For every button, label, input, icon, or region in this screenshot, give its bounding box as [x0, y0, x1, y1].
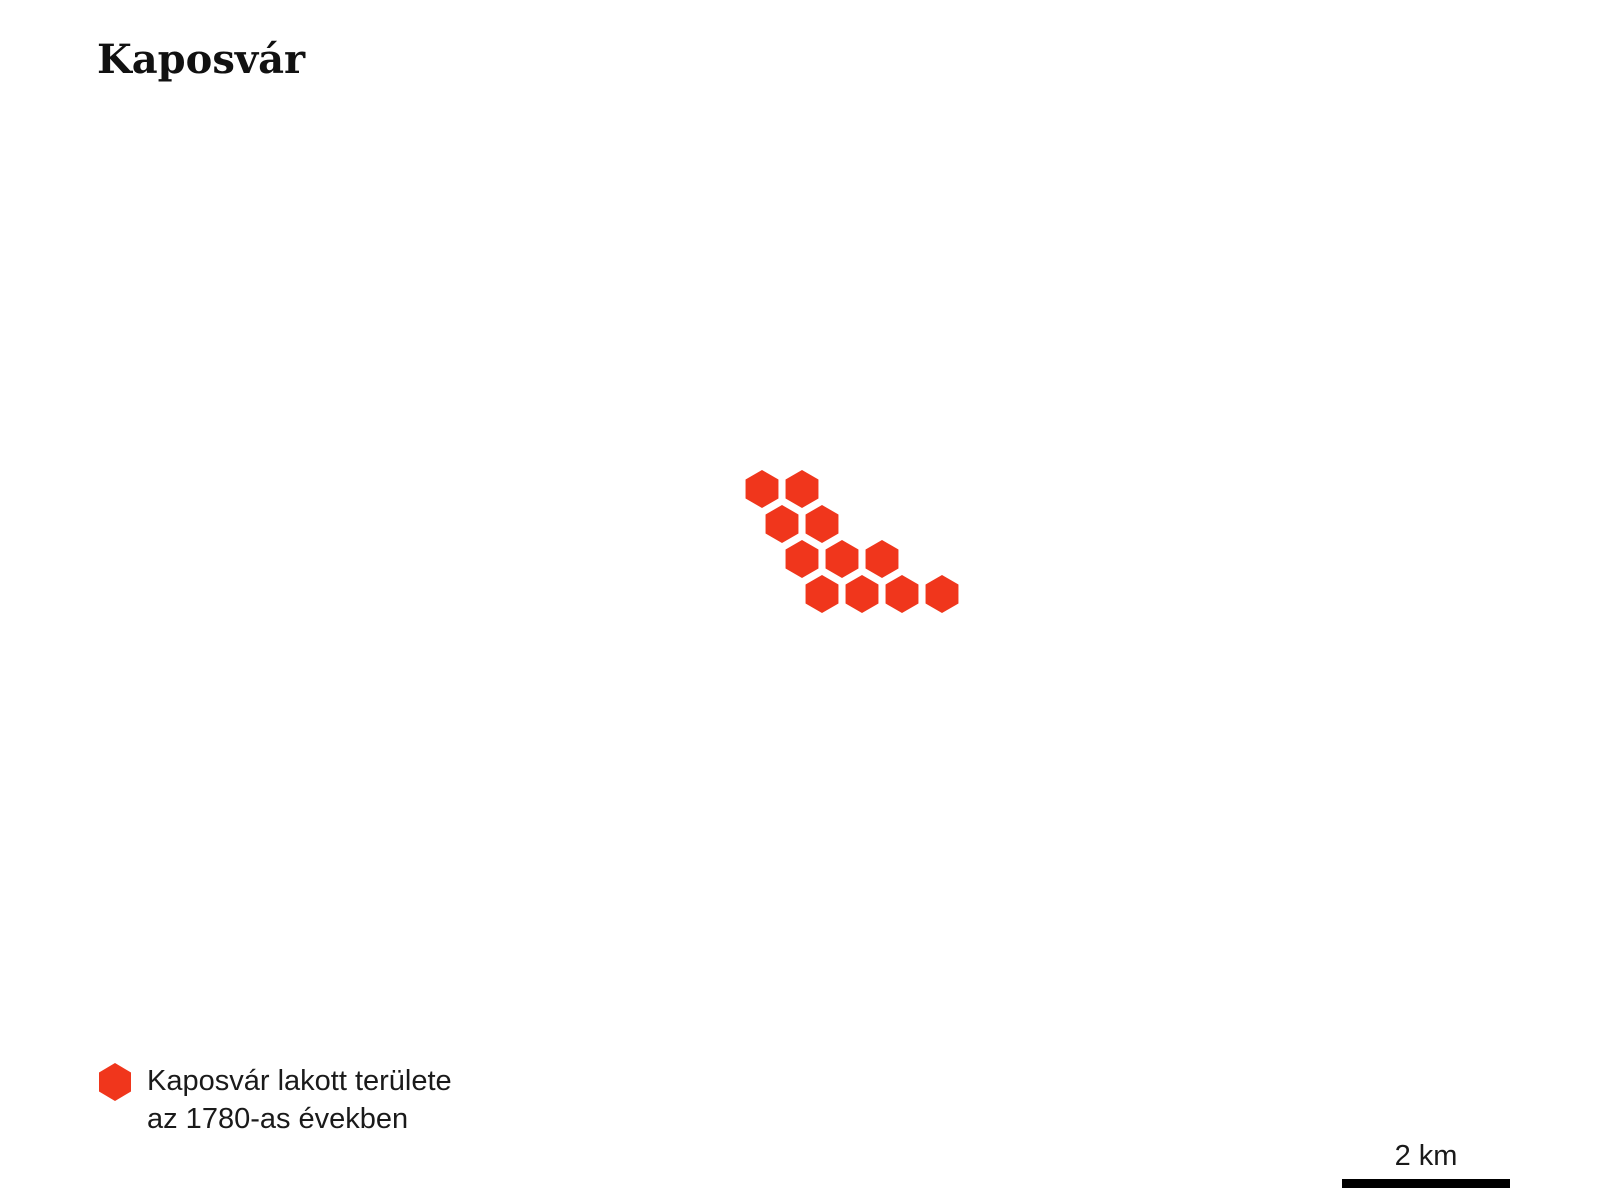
legend-label: Kaposvár lakott területe az 1780-as évek…: [147, 1062, 452, 1138]
settlement-hex-cell: [825, 540, 859, 578]
settlement-hex-cell: [745, 470, 779, 508]
settlement-hex-cell: [785, 540, 819, 578]
legend-label-line-1: Kaposvár lakott területe: [147, 1065, 452, 1097]
settlement-hex-cell: [845, 575, 879, 613]
settlement-hex-cell: [885, 575, 919, 613]
scale-bar: 2 km: [1342, 1138, 1510, 1188]
settlement-hex-cell: [785, 470, 819, 508]
legend-label-line-2: az 1780-as években: [147, 1103, 409, 1135]
settlement-hex-cell: [805, 575, 839, 613]
hexagon-icon: [99, 1063, 131, 1101]
settlement-hex-cell: [805, 505, 839, 543]
scale-bar-label: 2 km: [1394, 1140, 1458, 1172]
map-title: Kaposvár: [97, 36, 306, 83]
settlement-hex-cell: [925, 575, 959, 613]
settlement-hex-cell: [865, 540, 899, 578]
scale-bar-line: [1342, 1179, 1510, 1188]
settlement-hex-layer: [745, 470, 959, 613]
legend: Kaposvár lakott területe az 1780-as évek…: [97, 1062, 452, 1138]
settlement-hex-cell: [765, 505, 799, 543]
